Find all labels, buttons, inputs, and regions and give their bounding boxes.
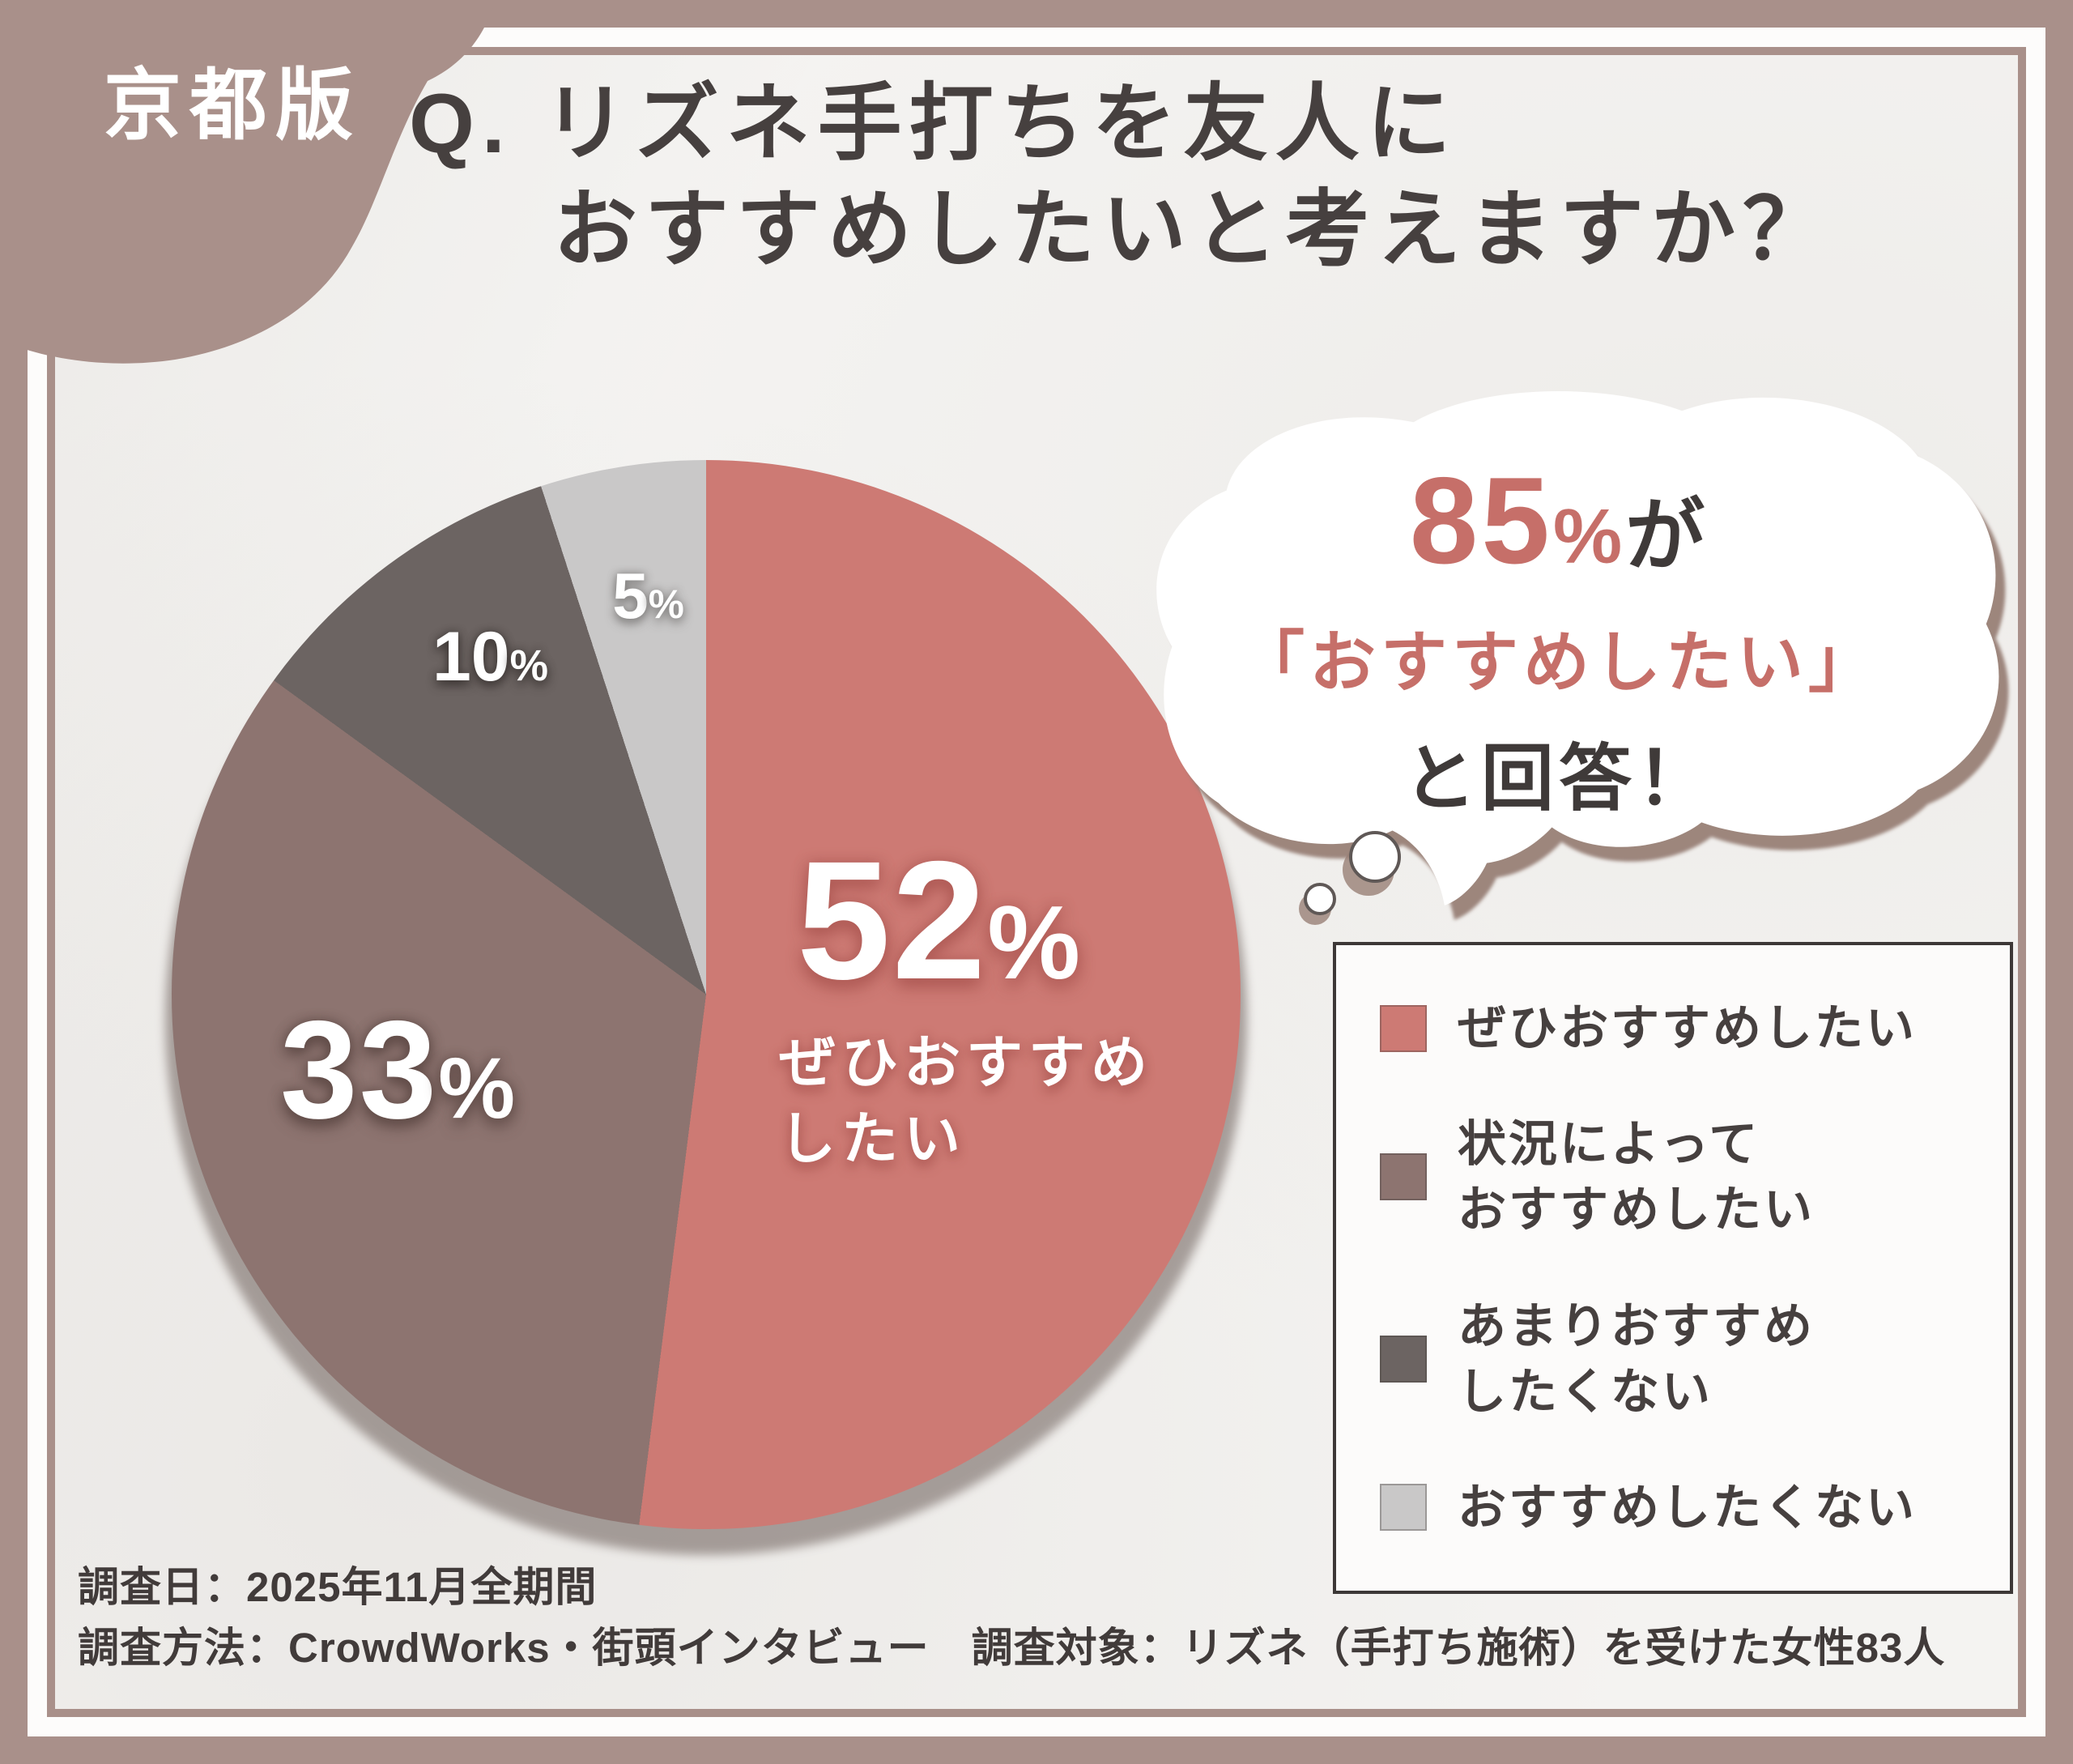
legend-label-2-line1: 状況によって: [1458, 1117, 1760, 1172]
legend-label-3: あまりおすすめ したくない: [1458, 1293, 1815, 1425]
pie-chart: [172, 460, 1241, 1529]
bubble-line-3: と回答！: [1403, 739, 1714, 820]
percent-sign: %: [987, 884, 1083, 1001]
percent-sign: %: [509, 642, 549, 690]
chart-legend: ぜひおすすめしたい 状況によって おすすめしたい あまりおすすめ したくない お…: [1333, 942, 2013, 1594]
slice-label-52: 52%: [765, 824, 1113, 1018]
slice-label-5: 5%: [581, 559, 715, 633]
legend-label-4-line1: おすすめしたくない: [1458, 1480, 1917, 1535]
legend-swatch-darkgray: [1380, 1335, 1427, 1383]
legend-label-1-line1: ぜひおすすめしたい: [1458, 1001, 1917, 1055]
slice-value-10: 10: [432, 618, 510, 696]
slice-sublabel-line2: したい: [779, 1106, 966, 1170]
legend-item-4: おすすめしたくない: [1380, 1475, 1966, 1540]
bubble-annotation: 85%が 「おすすめしたい」 と回答！: [1150, 450, 1968, 824]
percent-sign: %: [648, 582, 684, 627]
bubble-tail-circle-large: [1349, 831, 1401, 883]
bubble-line-1: 85%が: [1150, 450, 1968, 592]
legend-item-1: ぜひおすすめしたい: [1380, 995, 1966, 1061]
slice-label-10: 10%: [403, 617, 577, 697]
legend-swatch-mauve: [1380, 1153, 1427, 1201]
bubble-suffix: が: [1625, 491, 1709, 580]
bubble-stat: 85: [1409, 452, 1553, 590]
slice-label-33: 33%: [261, 990, 536, 1150]
legend-item-3: あまりおすすめ したくない: [1380, 1293, 1966, 1425]
slice-sublabel-line1: ぜひおすすめ: [779, 1031, 1153, 1094]
legend-label-4: おすすめしたくない: [1458, 1475, 1917, 1540]
legend-label-3-line1: あまりおすすめ: [1458, 1298, 1815, 1353]
percent-sign: %: [438, 1039, 517, 1136]
legend-label-2: 状況によって おすすめしたい: [1458, 1111, 1815, 1242]
slice-value-33: 33: [279, 992, 439, 1148]
page-title: Q. リズネ手打ちを友人に おすすめしたいと考えますか？: [409, 71, 1834, 283]
legend-swatch-pink: [1380, 1004, 1427, 1052]
title-line-2: おすすめしたいと考えますか？: [553, 183, 1835, 278]
legend-label-2-line2: おすすめしたい: [1458, 1182, 1815, 1238]
edition-badge: 京都版: [104, 62, 361, 149]
slice-sublabel-52: ぜひおすすめ したい: [779, 1025, 1153, 1178]
legend-label-1: ぜひおすすめしたい: [1458, 995, 1917, 1061]
slice-value-5: 5: [612, 560, 649, 632]
thought-bubble-shape: [1156, 391, 1999, 905]
bubble-tail-circle-small: [1304, 883, 1336, 915]
legend-item-2: 状況によって おすすめしたい: [1380, 1111, 1966, 1242]
legend-swatch-lightgray: [1380, 1484, 1427, 1532]
slice-value-52: 52: [796, 827, 988, 1015]
legend-label-3-line2: したくない: [1458, 1364, 1713, 1419]
survey-method-subject: 調査方法：CrowdWorks・街頭インタビュー 調査対象：リズネ（手打ち施術）…: [78, 1625, 1946, 1672]
corner-blob-shape: [0, 0, 496, 364]
survey-date: 調査日：2025年11月全期間: [78, 1564, 598, 1610]
title-line-1: Q. リズネ手打ちを友人に: [409, 77, 1458, 171]
bubble-quote: 「おすすめしたい」: [1237, 626, 1879, 700]
bubble-percent-sign: %: [1552, 493, 1626, 580]
survey-source-info: 調査日：2025年11月全期間 調査方法：CrowdWorks・街頭インタビュー…: [78, 1557, 2021, 1679]
